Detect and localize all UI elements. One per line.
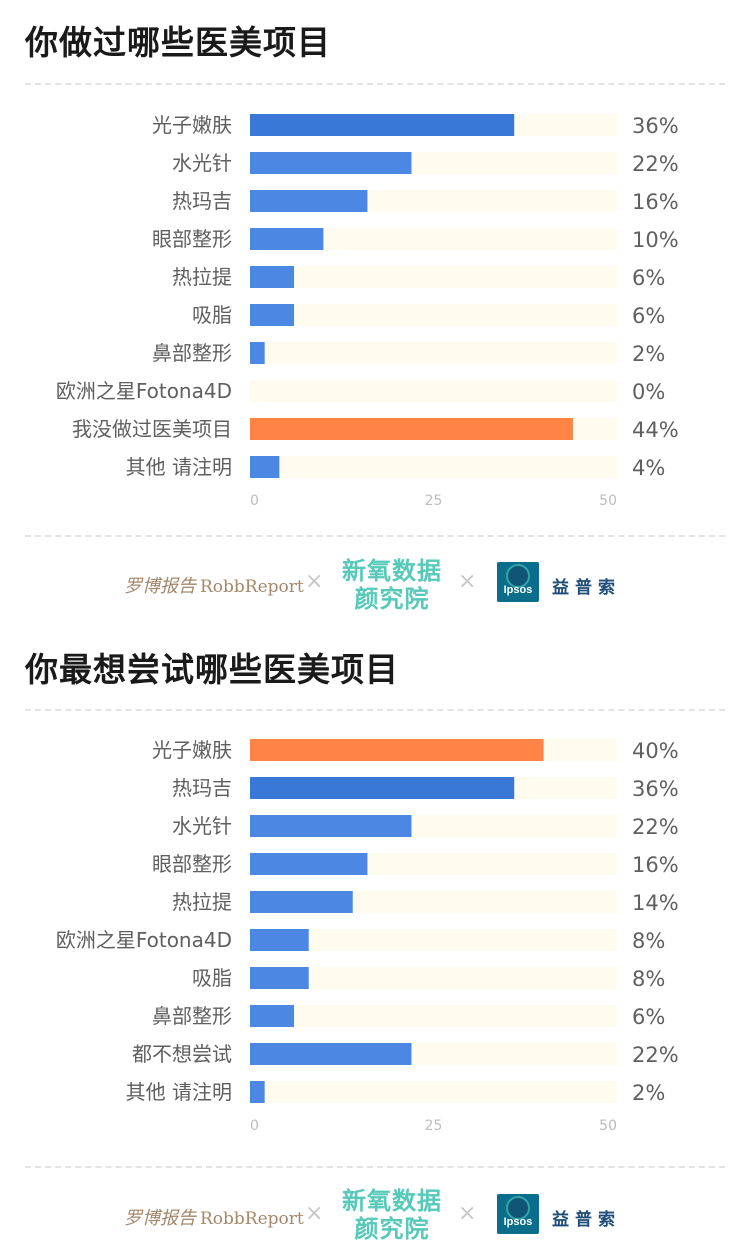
cross-separator: × [305,569,324,594]
cross-separator: × [458,1201,477,1226]
bar [250,114,515,136]
value-label: 2% [632,1081,665,1105]
logo-row-2: 罗博报告 RobbReport × 新氧数据 颜究院 × Ipsos 益普索 [0,1177,750,1257]
value-label: 16% [632,190,679,214]
category-label: 欧洲之星Fotona4D [56,928,232,952]
tick-label: 50 [599,493,617,509]
xinyang-logo: 新氧数据 颜究院 [342,1187,442,1243]
category-label: 热玛吉 [172,189,232,213]
bar [250,1005,295,1027]
tick-label: 0 [250,1118,259,1134]
bar-chart-1: 光子嫩肤 36% 水光针 22% 热玛吉 16% 眼部整形 10% 热拉提 6% 吸脂 6% 鼻部整形 2… [56,113,679,509]
bar [250,1081,265,1103]
divider [25,1166,725,1168]
bar-chart-2: 光子嫩肤 40% 热玛吉 36% 水光针 22% 眼部整形 16% 热拉提 14% 欧洲之星Foto… [56,738,679,1134]
category-label: 鼻部整形 [152,1004,232,1028]
value-label: 6% [632,266,665,290]
value-label: 4% [632,456,665,480]
bar [250,304,295,326]
value-label: 2% [632,342,665,366]
divider [25,83,725,85]
bar [250,739,544,761]
category-label: 其他 请注明 [126,1080,232,1104]
category-label: 吸脂 [192,966,232,990]
bar-track [250,342,617,364]
bar-track [250,1081,617,1103]
divider [25,535,725,537]
logo-row-1: 罗博报告 RobbReport × 新氧数据 颜究院 × Ipsos 益普索 [0,545,750,625]
category-label: 眼部整形 [152,852,232,876]
robb-report-logo: 罗博报告 RobbReport [124,576,304,597]
tick-label: 50 [599,1118,617,1134]
value-label: 40% [632,739,679,763]
ipsos-logo: Ipsos [497,1194,539,1234]
chart-section-1: 你做过哪些医美项目 光子嫩肤 36% 水光针 22% 热玛吉 16% 眼部整形 10% 热拉提 6… [0,0,750,625]
bar [250,190,368,212]
tick-label: 25 [425,493,443,509]
bar [250,929,309,951]
bar [250,1043,412,1065]
tick-label: 25 [425,1118,443,1134]
value-label: 44% [632,418,679,442]
ipsos-cn-label: 益普索 [552,1210,621,1230]
ipsos-logo: Ipsos [497,562,539,602]
bar [250,228,324,250]
bar-track [250,929,617,951]
value-label: 10% [632,228,679,252]
category-label: 水光针 [172,814,232,838]
bar [250,152,412,174]
category-label: 光子嫩肤 [152,113,232,137]
bar-track [250,1005,617,1027]
bar-track [250,967,617,989]
bar [250,342,265,364]
value-label: 36% [632,114,679,138]
value-label: 6% [632,304,665,328]
category-label: 眼部整形 [152,227,232,251]
value-label: 14% [632,891,679,915]
cross-separator: × [305,1201,324,1226]
divider [25,709,725,711]
value-label: 8% [632,929,665,953]
bar [250,418,573,440]
robb-report-logo: 罗博报告 RobbReport [124,1208,304,1229]
category-label: 热拉提 [172,265,232,289]
value-label: 36% [632,777,679,801]
value-label: 6% [632,1005,665,1029]
ipsos-cn-label: 益普索 [552,578,621,598]
bar [250,853,368,875]
value-label: 0% [632,380,665,404]
chart-title-2: 你最想尝试哪些医美项目 [25,650,399,689]
category-label: 光子嫩肤 [152,738,232,762]
xinyang-logo: 新氧数据 颜究院 [342,557,442,613]
bar [250,266,295,288]
chart-title-1: 你做过哪些医美项目 [25,23,331,62]
category-label: 都不想尝试 [132,1042,232,1066]
bar [250,777,515,799]
tick-label: 0 [250,493,259,509]
chart-section-2: 你最想尝试哪些医美项目 光子嫩肤 40% 热玛吉 36% 水光针 22% 眼部整形 16% 热拉… [0,625,750,1259]
value-label: 22% [632,152,679,176]
bar [250,967,309,989]
category-label: 吸脂 [192,303,232,327]
bar-track [250,380,617,402]
category-label: 鼻部整形 [152,341,232,365]
value-label: 22% [632,1043,679,1067]
category-label: 其他 请注明 [126,455,232,479]
bar [250,891,353,913]
category-label: 水光针 [172,151,232,175]
category-label: 热拉提 [172,890,232,914]
bar-track [250,456,617,478]
value-label: 22% [632,815,679,839]
bar-track [250,266,617,288]
category-label: 我没做过医美项目 [72,417,232,441]
value-label: 16% [632,853,679,877]
category-label: 欧洲之星Fotona4D [56,379,232,403]
bar-track [250,304,617,326]
cross-separator: × [458,569,477,594]
category-label: 热玛吉 [172,776,232,800]
bar [250,456,280,478]
bar [250,815,412,837]
bar-track [250,228,617,250]
value-label: 8% [632,967,665,991]
